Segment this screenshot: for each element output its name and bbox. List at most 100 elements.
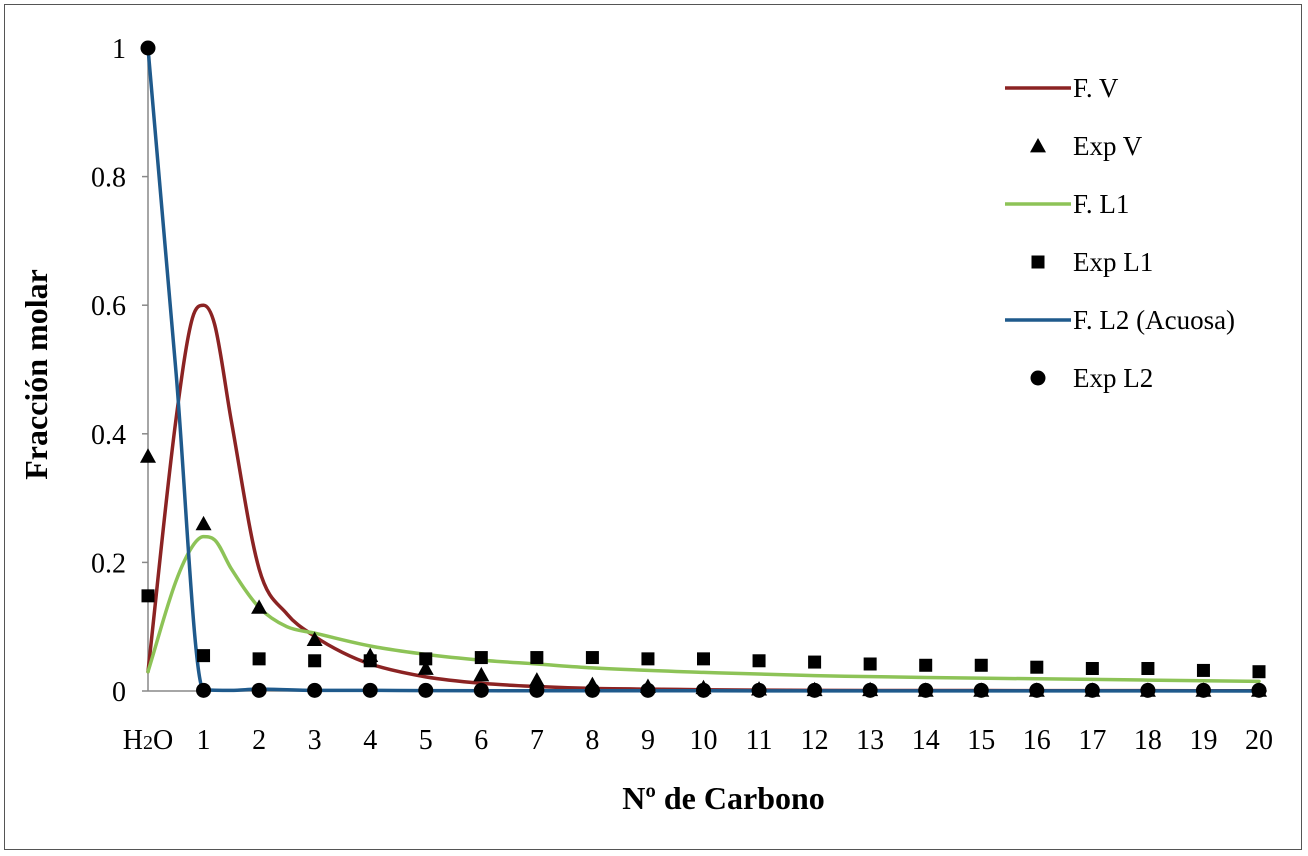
- data-point: [308, 654, 322, 668]
- data-point: [697, 652, 710, 666]
- data-point: [307, 682, 323, 698]
- data-point: [1195, 682, 1211, 698]
- data-point: [418, 682, 434, 698]
- x-tick-label: 10: [690, 725, 718, 756]
- data-point: [1140, 682, 1156, 698]
- data-point: [751, 682, 767, 698]
- data-point: [641, 652, 655, 666]
- data-point: [974, 658, 988, 672]
- x-tick-label: 6: [474, 725, 488, 756]
- data-point: [584, 682, 600, 698]
- legend-item-exp-l2: Exp L2: [1030, 363, 1153, 393]
- data-point: [752, 654, 766, 668]
- data-point: [419, 652, 433, 666]
- y-tick-label: 0.2: [91, 548, 126, 579]
- x-tick-label: 11: [746, 725, 773, 756]
- legend-label: Exp V: [1073, 131, 1143, 161]
- data-point: [473, 666, 490, 682]
- data-point: [306, 631, 323, 646]
- series-markers-exp-l1: [141, 589, 1266, 679]
- legend-item-f-l1: F. L1: [1005, 189, 1129, 219]
- data-point: [140, 448, 156, 463]
- x-tick-label: 12: [801, 725, 829, 756]
- series-markers-exp-l2: [140, 40, 1267, 698]
- data-point: [141, 589, 155, 603]
- y-tick-label: 0.6: [91, 291, 126, 322]
- x-tick-label: 14: [912, 725, 940, 756]
- data-point: [1196, 663, 1210, 677]
- data-point: [919, 658, 933, 672]
- legend-label: F. L2 (Acuosa): [1073, 305, 1235, 335]
- x-tick-label: 20: [1245, 725, 1273, 756]
- data-point: [696, 682, 711, 698]
- legend-label: Exp L2: [1073, 363, 1153, 393]
- x-axis-title: Nº de Carbono: [622, 780, 825, 816]
- data-point: [528, 672, 545, 687]
- data-point: [362, 682, 378, 698]
- x-tick-label: 8: [585, 725, 599, 756]
- x-tick-labels: H2O 1 2 3 4 5 6 7 8 9 10 11 12 13 14 15 16 17 18 19 20: [123, 725, 1273, 756]
- x-tick-label: 15: [967, 725, 995, 756]
- data-point: [363, 654, 377, 668]
- data-point: [1029, 682, 1045, 698]
- data-point: [585, 651, 599, 665]
- x-tick-label: 9: [641, 725, 655, 756]
- data-point: [251, 599, 268, 614]
- legend-swatch: [1030, 370, 1046, 386]
- data-point: [1251, 682, 1267, 698]
- data-point: [1030, 660, 1044, 674]
- data-point: [808, 655, 822, 669]
- data-point: [252, 652, 266, 666]
- data-point: [973, 682, 989, 698]
- plot-markers: [140, 40, 1267, 698]
- data-point: [640, 682, 656, 698]
- x-tick-label: 7: [530, 725, 544, 756]
- x-tick-label: 13: [856, 725, 884, 756]
- legend: F. V Exp V F. L1 Exp L1 F. L2 (Acuosa) Exp L2: [1005, 73, 1235, 393]
- x-tick-label: 1: [197, 725, 211, 756]
- legend-item-exp-l1: Exp L1: [1031, 247, 1153, 277]
- x-tick-label: 17: [1078, 725, 1106, 756]
- x-tick-label: 3: [308, 725, 322, 756]
- data-point: [140, 40, 156, 56]
- legend-label: Exp L1: [1073, 247, 1153, 277]
- data-point: [1084, 682, 1100, 698]
- legend-item-exp-v: Exp V: [1030, 131, 1143, 161]
- x-tick-label: 4: [363, 725, 377, 756]
- data-point: [195, 515, 212, 531]
- x-tick-label: 19: [1189, 725, 1217, 756]
- data-point: [530, 651, 544, 665]
- data-point: [529, 682, 545, 698]
- data-point: [473, 682, 489, 698]
- x-tick-label: H2O: [123, 725, 173, 756]
- x-tick-label: 5: [419, 725, 433, 756]
- data-point: [196, 682, 212, 698]
- legend-swatch: [1030, 138, 1046, 153]
- series-line-f-l2-acuosa: [146, 46, 1261, 693]
- y-tick-label: 1: [112, 34, 126, 65]
- y-tick-label: 0.4: [91, 420, 126, 451]
- data-point: [197, 649, 211, 663]
- x-tick-label: 18: [1134, 725, 1162, 756]
- data-point: [862, 682, 878, 698]
- legend-label: F. L1: [1073, 189, 1129, 219]
- x-tick-label: 16: [1023, 725, 1051, 756]
- data-point: [863, 657, 877, 671]
- x-tick-label: 2: [252, 725, 266, 756]
- data-point: [1085, 661, 1099, 675]
- y-axis-title: Fracción molar: [18, 269, 54, 480]
- data-point: [417, 660, 434, 675]
- legend-item-f-l2-acuosa: F. L2 (Acuosa): [1005, 305, 1235, 335]
- data-point: [474, 651, 488, 665]
- data-point: [807, 682, 823, 698]
- y-tick-labels: 0 0.2 0.4 0.6 0.8 1: [91, 34, 148, 708]
- series-line-f-l1: [146, 534, 1261, 684]
- data-point: [1141, 661, 1155, 675]
- y-tick-label: 0: [112, 677, 126, 708]
- legend-label: F. V: [1073, 73, 1119, 103]
- legend-item-f-v: F. V: [1005, 73, 1119, 103]
- data-point: [918, 682, 934, 698]
- data-point: [1252, 665, 1266, 679]
- line-chart: 00.20.40.60.81 H2O 1 2 3 4 5 6 7 8 9 10 11 12 13 14 15 1…: [18, 34, 1273, 816]
- chart-frame: 0 0.2 0.4 0.6 0.8 1 H2O 1 2 3 4 5 6 7 8 9 10 11 12 13 14 15 1…: [4, 4, 1302, 850]
